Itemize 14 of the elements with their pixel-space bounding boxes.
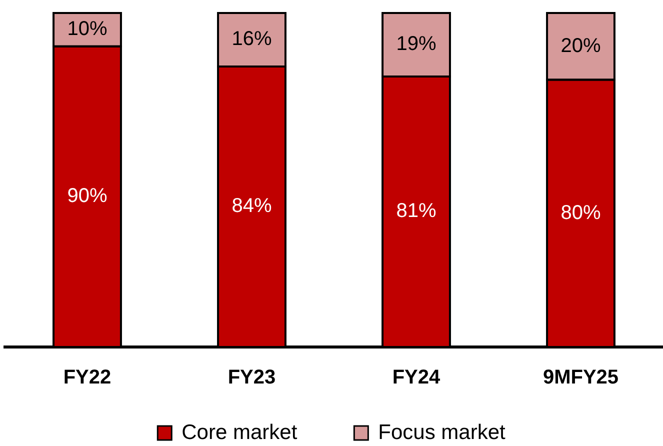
x-tick-label: FY24	[392, 366, 442, 389]
data-label: 20%	[560, 34, 601, 57]
x-tick-label: 9MFY25	[542, 366, 619, 389]
x-tick-label: FY22	[63, 366, 112, 389]
data-label: 84%	[232, 195, 272, 218]
x-tick-label: FY23	[228, 366, 276, 389]
data-label: 80%	[560, 202, 601, 224]
data-label: 19%	[396, 33, 436, 56]
legend-label: Focus market	[378, 420, 506, 444]
data-label: 81%	[396, 200, 436, 222]
data-label: 90%	[67, 185, 108, 208]
data-label: 10%	[67, 18, 108, 40]
legend-label: Core market	[182, 420, 298, 444]
data-label: 16%	[232, 28, 272, 50]
